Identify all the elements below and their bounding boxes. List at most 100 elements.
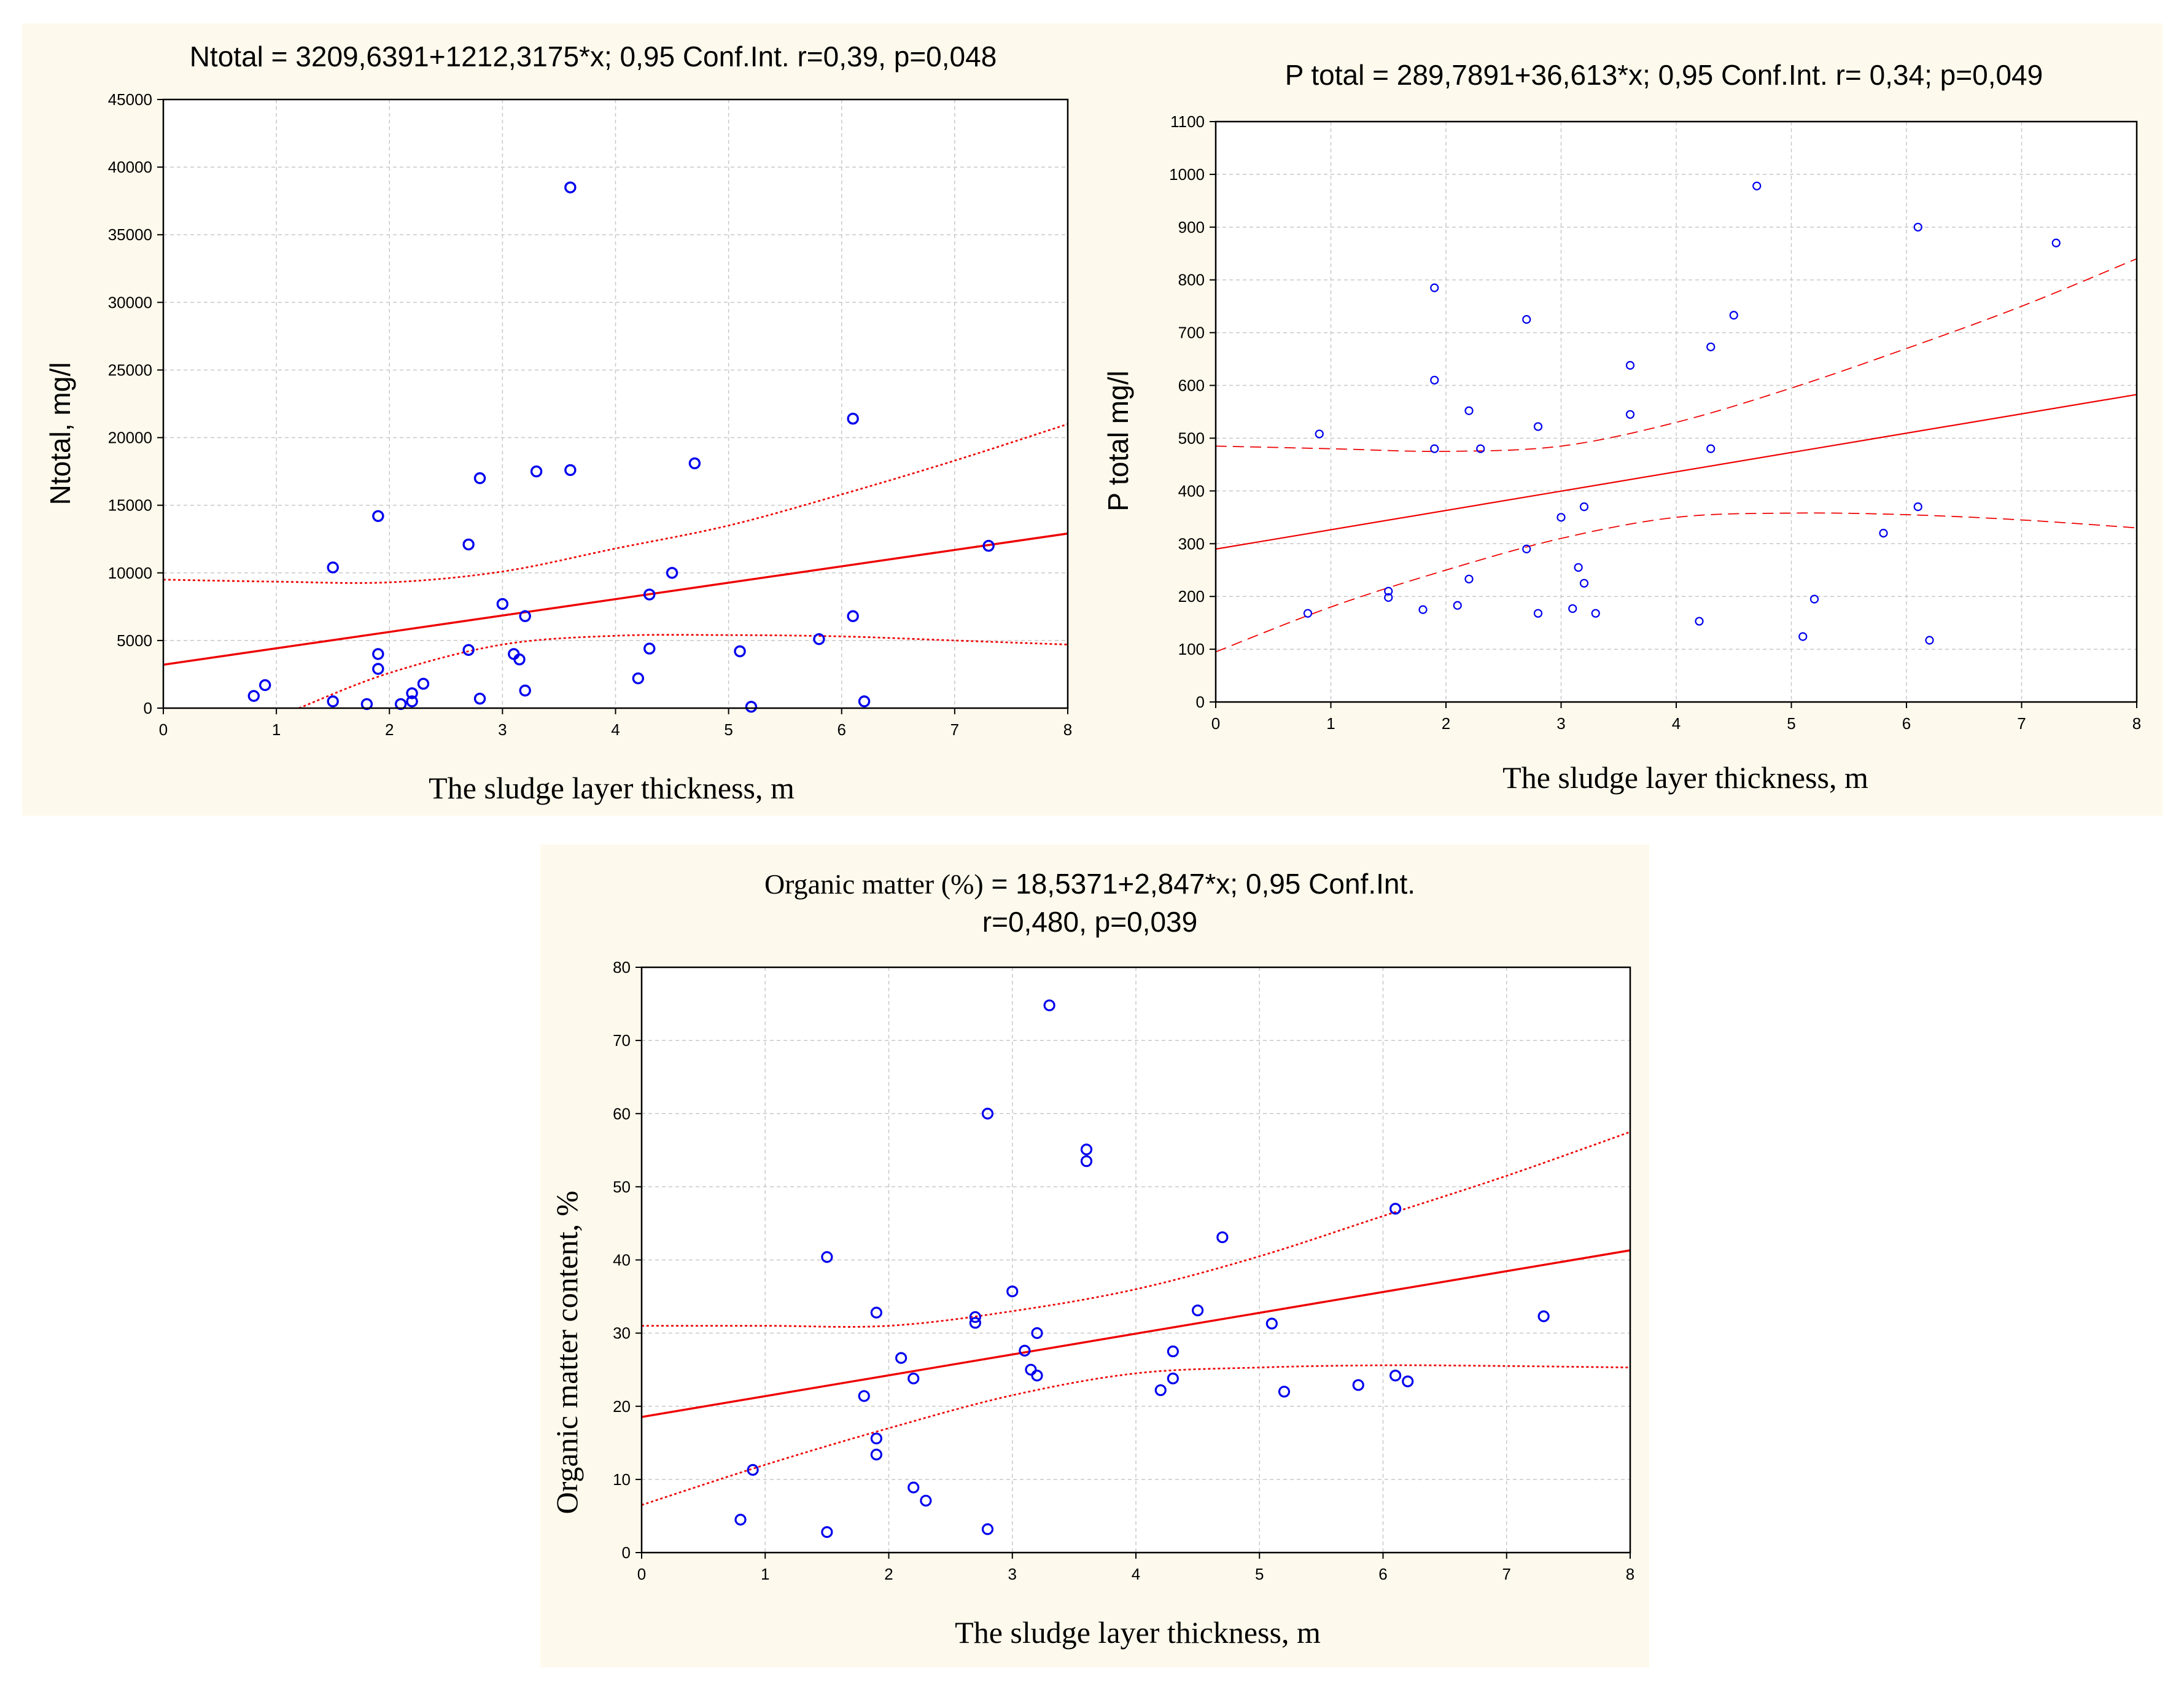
data-point [1430, 375, 1439, 385]
data-point [1418, 605, 1428, 614]
x-tick-label: 0 [1211, 714, 1220, 733]
data-point [1384, 593, 1393, 602]
data-point [1389, 1203, 1402, 1215]
x-tick-label: 4 [611, 720, 620, 739]
ci-upper-line [1216, 258, 2137, 452]
y-tick-label: 25000 [108, 361, 152, 379]
x-tick-label: 7 [950, 720, 959, 739]
data-point [1729, 311, 1738, 320]
data-point [1430, 444, 1439, 453]
y-tick-label: 800 [1178, 271, 1205, 289]
x-tick-label: 4 [1672, 714, 1681, 733]
data-point [1080, 1144, 1093, 1156]
regression-line [642, 1249, 1630, 1418]
data-point [1925, 636, 1934, 645]
x-axis-label: The sludge layer thickness, m [1502, 760, 1868, 795]
data-point [1043, 999, 1055, 1012]
data-point [1752, 181, 1762, 190]
x-axis-label: The sludge layer thickness, m [955, 1615, 1321, 1650]
data-point [1537, 1310, 1550, 1322]
y-tick-label: 20000 [108, 429, 152, 447]
x-tick-label: 3 [1008, 1565, 1017, 1583]
ci-lower-line [642, 1364, 1630, 1506]
data-point [1913, 502, 1922, 512]
x-tick-label: 1 [761, 1565, 769, 1583]
data-point [360, 698, 373, 711]
data-point [2051, 238, 2061, 248]
data-point [372, 663, 384, 675]
y-tick-label: 45000 [108, 90, 152, 109]
y-tick-label: 900 [1178, 218, 1205, 236]
data-point [564, 181, 577, 193]
data-point [858, 695, 871, 708]
x-tick-label: 6 [1378, 1565, 1387, 1583]
data-point [870, 1306, 882, 1319]
data-point [734, 1513, 747, 1526]
data-point [858, 1390, 870, 1402]
x-tick-label: 1 [1326, 714, 1335, 733]
data-point [1625, 361, 1635, 370]
y-tick-label: 40000 [108, 158, 152, 176]
data-point [1154, 1384, 1167, 1397]
data-point [394, 698, 407, 711]
y-tick-label: 500 [1178, 429, 1205, 447]
data-point [895, 1352, 907, 1364]
data-point [870, 1432, 882, 1444]
data-point [734, 645, 746, 658]
data-point [1879, 528, 1888, 538]
data-point [920, 1494, 932, 1507]
data-point [530, 465, 543, 478]
data-point [513, 653, 526, 666]
data-point [519, 610, 531, 622]
regression-line [163, 532, 1068, 666]
data-point [643, 588, 656, 601]
x-tick-label: 1 [272, 720, 281, 739]
data-point [1574, 563, 1583, 572]
data-point [519, 684, 531, 697]
data-point [1464, 406, 1474, 415]
data-point [462, 644, 475, 657]
data-point [747, 1464, 759, 1476]
data-point [1913, 222, 1922, 232]
chart-panel-organic-matter: Organic matter (%) = 18,5371+2,847*x; 0,… [540, 844, 1649, 1667]
data-point [1476, 444, 1485, 453]
data-point [1167, 1372, 1179, 1385]
data-point [417, 677, 430, 690]
y-tick-label: 30 [613, 1324, 631, 1343]
data-point [473, 692, 486, 705]
y-tick-label: 200 [1178, 587, 1205, 606]
y-tick-label: 400 [1178, 481, 1205, 500]
y-axis-label: Organic matter content, % [550, 1191, 584, 1515]
y-tick-label: 80 [613, 958, 631, 977]
data-point [473, 472, 486, 485]
data-point [847, 610, 859, 622]
data-point [406, 695, 418, 708]
data-point [462, 538, 475, 551]
y-tick-label: 10000 [108, 564, 152, 582]
x-tick-label: 3 [498, 720, 507, 739]
data-point [907, 1372, 920, 1385]
data-point [1522, 544, 1531, 553]
x-tick-label: 0 [159, 720, 168, 739]
data-point [1031, 1327, 1043, 1339]
x-tick-label: 8 [1063, 720, 1072, 739]
chart-title: Ntotal = 3209,6391+1212,3175*x; 0,95 Con… [190, 41, 997, 72]
y-tick-label: 700 [1178, 324, 1205, 342]
data-point [1430, 283, 1439, 292]
data-point [496, 598, 509, 610]
y-tick-label: 30000 [108, 293, 152, 311]
data-point [1278, 1386, 1291, 1398]
data-point [981, 1523, 994, 1535]
y-tick-label: 0 [144, 699, 152, 717]
ci-upper-line [163, 423, 1068, 584]
data-point [327, 561, 339, 574]
data-point [688, 457, 701, 470]
x-tick-label: 0 [637, 1565, 646, 1583]
y-tick-label: 20 [613, 1397, 631, 1416]
data-point [1167, 1345, 1179, 1358]
data-point [327, 695, 339, 708]
x-tick-label: 5 [1255, 1565, 1264, 1583]
data-point [372, 648, 384, 660]
data-point [1706, 444, 1716, 453]
data-point [907, 1481, 920, 1494]
